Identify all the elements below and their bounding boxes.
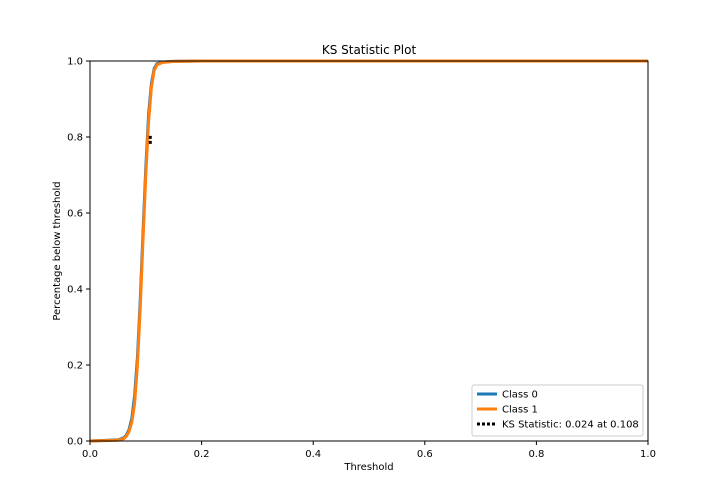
legend-label: Class 0 <box>502 390 538 401</box>
chart-title: KS Statistic Plot <box>322 43 417 57</box>
legend-box <box>471 384 644 437</box>
x-tick-label: 0.2 <box>194 449 210 460</box>
axes-frame <box>89 60 649 442</box>
series-line-1 <box>89 59 648 443</box>
y-tick-label: 0.4 <box>67 285 83 296</box>
legend-label: Class 1 <box>502 405 538 416</box>
y-tick-label: 0.8 <box>67 133 83 144</box>
plot-area: 0.0 0.2 0.4 0.6 0.8 1.0 0.0 0.2 0.4 0.6 0.8 1.0 <box>67 57 656 461</box>
x-tick-label: 0.6 <box>417 449 433 460</box>
x-tick-label: 0.0 <box>82 449 98 460</box>
y-tick-label: 1.0 <box>67 57 83 68</box>
x-axis-label: Threshold <box>343 462 393 473</box>
y-tick-label: 0.6 <box>67 209 83 220</box>
x-tick-label: 0.4 <box>305 449 321 460</box>
legend: Class 0 Class 1 KS Statistic: 0.024 at 0.1… <box>471 384 644 437</box>
y-axis-label: Percentage below threshold <box>52 181 63 320</box>
x-tick-label: 0.8 <box>528 449 544 460</box>
y-tick-label: 0.0 <box>67 437 83 448</box>
legend-label: KS Statistic: 0.024 at 0.108 <box>502 420 639 431</box>
y-tick-label: 0.2 <box>67 361 83 372</box>
series-line-0 <box>89 59 648 443</box>
x-tick-label: 1.0 <box>640 449 656 460</box>
